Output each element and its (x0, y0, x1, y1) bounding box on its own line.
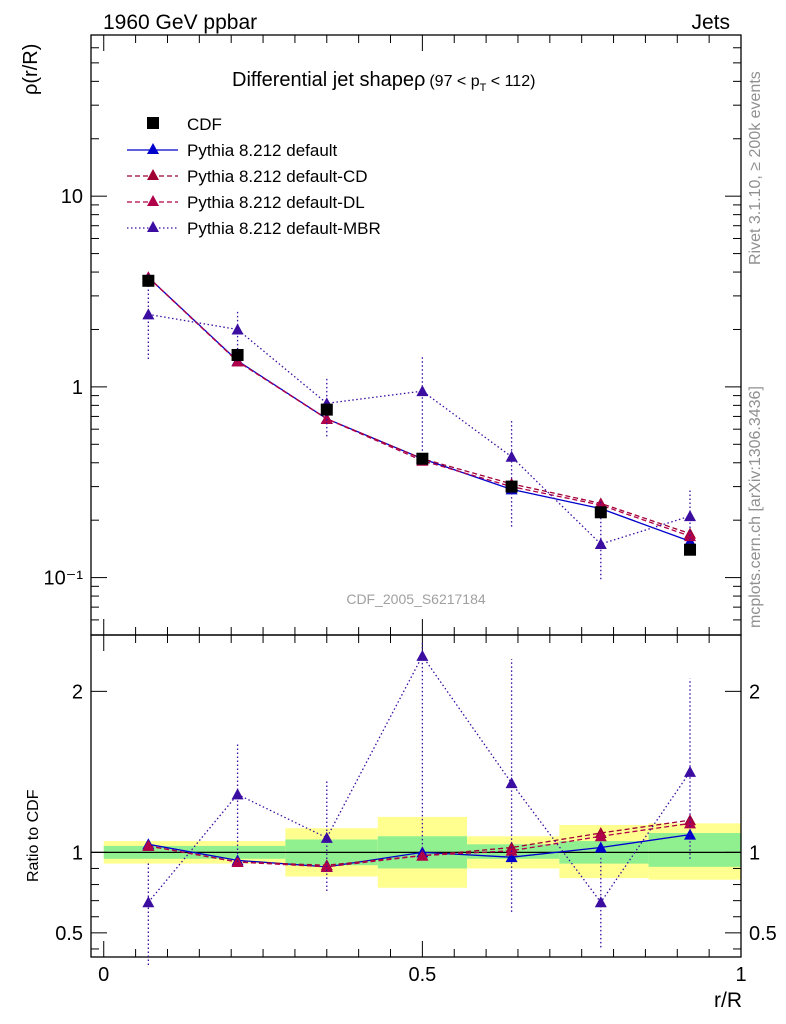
main-chart-title: Differential jet shapeρ (97 < pT < 112) (232, 69, 535, 94)
main-cdf-point (142, 274, 155, 287)
main-mbr-point (231, 323, 244, 335)
ratio-dl-point (505, 844, 518, 856)
ratio-mbr-point (684, 765, 697, 777)
main-cdf-point (505, 480, 518, 493)
ratio-mbr-point (142, 896, 155, 908)
main-y-tick-label: 10 (61, 186, 83, 208)
ratio-y-tick-label: 0.5 (55, 923, 83, 945)
ratio-mbr-point (231, 788, 244, 800)
ratio-dl-point (142, 839, 155, 851)
x-axis-title: r/R (714, 989, 742, 1012)
ratio-mbr-point (320, 831, 333, 843)
ratio-y-tick-label-right: 0.5 (749, 923, 777, 945)
ratio-y-tick-label: 1 (72, 842, 83, 864)
legend-dl-label: Pythia 8.212 default-DL (187, 193, 365, 212)
legend-cd-marker (147, 169, 159, 180)
legend-cdf-label: CDF (187, 115, 222, 134)
main-cd-line (147, 276, 691, 535)
main-mbr-line (148, 313, 691, 545)
ratio-default-point (505, 851, 518, 863)
ratio-mbr-point (416, 649, 429, 661)
rivet-version-label: Rivet 3.1.10, ≥ 200k events (747, 71, 764, 265)
main-mbr-point (594, 538, 607, 550)
ratio-panel: 0 0.5 12 21 10.5 0.5 (55, 634, 777, 986)
main-cdf-point (231, 348, 244, 361)
legend-dl-marker (147, 195, 159, 206)
main-y-axis-title: ρ(r/R) (20, 44, 42, 95)
ratio-mbr-point (594, 896, 607, 908)
ratio-default-point (594, 841, 607, 853)
ratio-dl-point (684, 817, 697, 829)
mcplots-source-label: mcplots.cern.ch [arXiv:1306.3436] (747, 386, 764, 628)
main-cdf-point (684, 543, 697, 556)
ratio-y-tick-label: 2 (72, 681, 83, 703)
legend-mbr-marker (147, 221, 159, 232)
ratio-mbr-point (505, 777, 518, 789)
ratio-x-tick-label: 1 (735, 964, 746, 986)
legend-default-label: Pythia 8.212 default (187, 141, 338, 160)
ratio-y-tick-label-right: 1 (749, 842, 760, 864)
legend-cdf-marker (147, 117, 159, 129)
legend: CDF Pythia 8.212 default Pythia 8.212 de… (127, 115, 381, 238)
ratio-dl-point (416, 849, 429, 861)
analysis-watermark: CDF_2005_S6217184 (346, 591, 486, 607)
main-mbr-point (142, 308, 155, 320)
main-mbr-point (684, 510, 697, 522)
ratio-y-tick-label-right: 2 (749, 681, 760, 703)
main-dl-line (147, 276, 691, 537)
ratio-dl-point (594, 830, 607, 842)
ratio-y-axis-title: Ratio to CDF (25, 789, 42, 882)
header-left-label: 1960 GeV ppbar (103, 11, 257, 34)
ratio-x-tick-label: 0.5 (408, 964, 436, 986)
legend-mbr-label: Pythia 8.212 default-MBR (187, 219, 381, 238)
ratio-x-tick-label: 0 (98, 964, 109, 986)
main-panel: 10 1 10⁻¹ (44, 34, 742, 636)
header-right-label: Jets (691, 11, 730, 34)
main-mbr-point (505, 450, 518, 462)
main-cdf-point (320, 403, 333, 416)
ratio-frame (90, 634, 742, 958)
legend-cd-label: Pythia 8.212 default-CD (187, 167, 368, 186)
main-mbr-point (416, 385, 429, 397)
main-dl-point (320, 412, 333, 424)
main-y-tick-label: 1 (72, 377, 83, 399)
legend-default-marker (147, 143, 159, 154)
main-default-line (147, 276, 691, 542)
main-cdf-point (594, 506, 607, 519)
main-cdf-point (416, 452, 429, 465)
main-y-tick-label: 10⁻¹ (44, 568, 84, 590)
